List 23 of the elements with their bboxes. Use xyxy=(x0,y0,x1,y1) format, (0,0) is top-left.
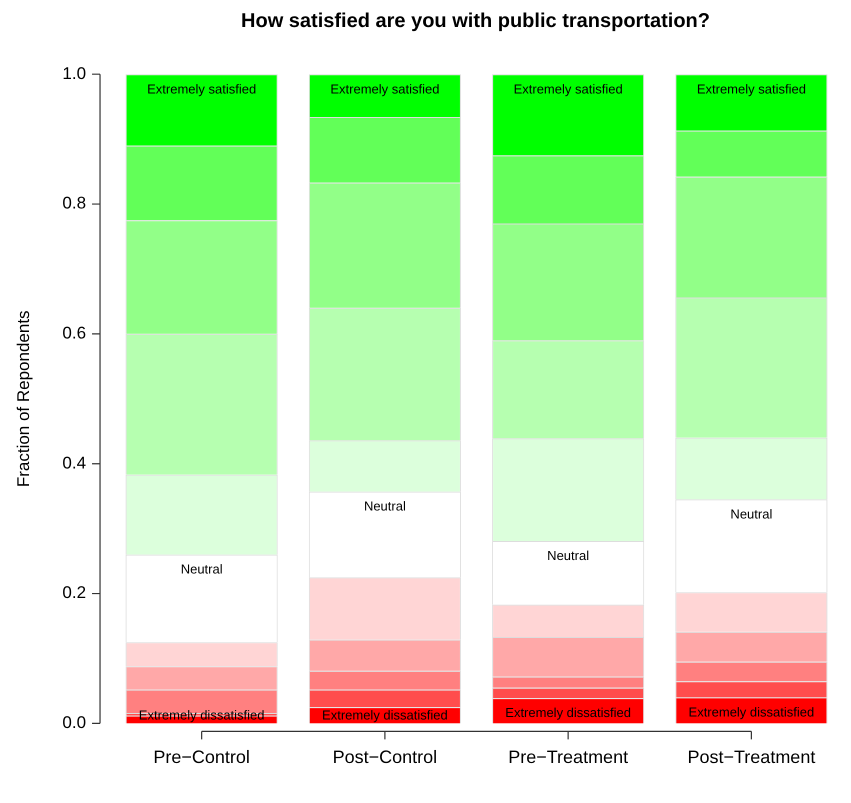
chart-title: How satisfied are you with public transportation? xyxy=(240,9,711,34)
text: Extremely satisfied xyxy=(330,81,440,96)
x-tick-label: Post−Treatment xyxy=(687,747,816,768)
x-tick-label: Pre−Treatment xyxy=(508,747,628,768)
text: Extremely dissatisfied xyxy=(688,704,814,720)
text: Neutral xyxy=(730,506,772,522)
text: Extremely satisfied xyxy=(514,81,623,96)
x-tick-label: Post−Control xyxy=(332,747,438,768)
series-label: Extremely satisfied xyxy=(147,81,256,96)
text: Extremely dissatisfied xyxy=(505,705,631,720)
text: Neutral xyxy=(547,548,590,564)
y-tick-label: 1.0 xyxy=(62,64,86,83)
y-tick-label: 0.2 xyxy=(62,583,86,602)
y-tick-label: 0.0 xyxy=(62,713,86,732)
series-label: Neutral xyxy=(180,562,223,577)
y-tick-label: 0.4 xyxy=(62,453,86,472)
text: Extremely satisfied xyxy=(696,81,806,96)
y-tick-label: 0.8 xyxy=(62,194,86,213)
y-axis-title: Fraction of Repondents xyxy=(14,310,33,488)
text: Neutral xyxy=(364,498,406,514)
x-tick-label: Pre−Control xyxy=(153,747,250,768)
series-label: Extremely dissatisfied xyxy=(322,707,448,722)
y-tick-label: 0.6 xyxy=(62,324,86,343)
